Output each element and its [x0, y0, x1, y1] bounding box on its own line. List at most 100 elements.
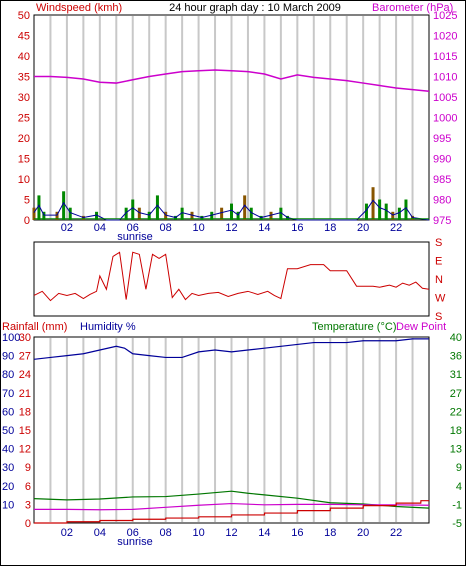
rain-x-tick-label: 06 [127, 527, 139, 539]
rain-axis-label: Rainfall (mm) [2, 321, 67, 333]
wind-bar [220, 207, 224, 220]
humidity-tick-label: 60 [2, 406, 14, 418]
wind-bar [243, 195, 247, 220]
rain-tick-label: 21 [19, 388, 31, 400]
wind-axis-label: Windspeed (kmh) [36, 2, 122, 14]
wind-bar [55, 211, 59, 220]
rain-tick-label: 18 [19, 406, 31, 418]
rain-lines [33, 338, 430, 524]
rain-x-tick-label: 14 [258, 527, 270, 539]
wind-x-tick-label: 22 [390, 222, 402, 234]
wind-x-tick-label: 14 [258, 222, 270, 234]
sunrise-label-top: sunrise [117, 231, 152, 243]
baro-tick-label: 1020 [433, 31, 457, 43]
wind-bar [249, 207, 253, 220]
direction-tick-label: E [435, 256, 442, 268]
dew-point-line [34, 502, 430, 511]
wind-tick-label: 0 [24, 215, 30, 227]
humidity-tick-label: 30 [2, 462, 14, 474]
temp-tick-label: 9 [456, 462, 462, 474]
wind-x-tick-label: 12 [225, 222, 237, 234]
wind-y-ticks: 0 5 10 15 20 25 30 35 40 45 50 [18, 10, 30, 227]
baro-tick-label: 990 [433, 154, 451, 166]
wind-bar [42, 211, 46, 220]
wind-bar [384, 203, 388, 220]
temp-axis-label: Temperature (°C) [312, 321, 396, 333]
temp-tick-label: 22 [450, 406, 462, 418]
baro-tick-label: 980 [433, 195, 451, 207]
wind-bar [397, 207, 401, 220]
wind-tick-label: 40 [18, 51, 30, 63]
rain-y-ticks: 0 3 6 9 12 15 18 21 24 27 30 [19, 332, 31, 530]
rain-x-tick-label: 12 [225, 527, 237, 539]
wind-x-tick-label: 16 [291, 222, 303, 234]
wind-tick-label: 45 [18, 31, 30, 43]
baro-tick-label: 975 [433, 215, 451, 227]
wind-bar [391, 211, 395, 220]
rain-x-tick-label: 08 [160, 527, 172, 539]
temp-tick-label: 27 [450, 388, 462, 400]
wind-bar [236, 211, 240, 220]
wind-bar [269, 211, 273, 220]
temp-tick-label: -1 [452, 499, 462, 511]
baro-tick-label: 985 [433, 174, 451, 186]
rain-tick-label: 30 [19, 332, 31, 344]
rain-x-tick-label: 10 [192, 527, 204, 539]
humidity-tick-label: 50 [2, 425, 14, 437]
wind-bar [37, 195, 41, 220]
rain-tick-label: 3 [25, 499, 31, 511]
dew-axis-label: Dew Point [396, 321, 446, 333]
baro-tick-label: 995 [433, 133, 451, 145]
baro-tick-label: 1000 [433, 113, 457, 125]
humidity-tick-label: 20 [2, 481, 14, 493]
rain-x-tick-label: 18 [324, 527, 336, 539]
wind-bar [180, 207, 184, 220]
wind-x-tick-label: 06 [127, 222, 139, 234]
temp-tick-label: 4 [456, 481, 462, 493]
wind-x-tick-label: 18 [324, 222, 336, 234]
direction-tick-label: N [435, 274, 443, 286]
wind-direction-line [33, 251, 430, 302]
rain-tick-label: 15 [19, 425, 31, 437]
rain-tick-label: 27 [19, 351, 31, 363]
direction-tick-label: S [435, 311, 442, 323]
wind-bar [131, 199, 135, 220]
rain-x-tick-label: 22 [390, 527, 402, 539]
wind-bar [124, 207, 128, 220]
wind-x-tick-label: 02 [61, 222, 73, 234]
rain-tick-label: 12 [19, 444, 31, 456]
wind-bar [147, 211, 151, 220]
direction-tick-label: S [435, 237, 442, 249]
temp-tick-label: 13 [450, 444, 462, 456]
baro-y-ticks: 975 980 985 990 995 1000 1005 1010 1015 1020 1025 [433, 10, 457, 227]
baro-tick-label: 1025 [433, 10, 457, 22]
wind-x-tick-label: 08 [160, 222, 172, 234]
wind-bar [95, 211, 99, 220]
wind-bar [164, 211, 168, 220]
humidity-axis-label: Humidity % [80, 321, 136, 333]
wind-bar [190, 211, 194, 220]
wind-tick-label: 50 [18, 10, 30, 22]
wind-tick-label: 25 [18, 113, 30, 125]
rain-gridlines [49, 338, 414, 522]
wind-lines [33, 69, 430, 221]
chart-title: 24 hour graph day : 10 March 2009 [169, 2, 341, 14]
wind-bar [279, 207, 283, 220]
temp-tick-label: 36 [450, 351, 462, 363]
wind-bar [404, 199, 408, 220]
humidity-tick-label: 100 [2, 332, 20, 344]
wind-bar [137, 207, 141, 220]
rain-x-tick-label: 16 [291, 527, 303, 539]
wind-bar [155, 195, 159, 220]
wind-tick-label: 30 [18, 92, 30, 104]
rain-tick-label: 6 [25, 481, 31, 493]
temperature-line [33, 490, 430, 509]
humidity-tick-label: 40 [2, 444, 14, 456]
rain-tick-label: 24 [19, 369, 31, 381]
wind-x-tick-label: 20 [357, 222, 369, 234]
rain-x-ticks: 02 04 06 08 10 12 14 16 18 20 22 [61, 527, 402, 539]
humidity-y-ticks: 10 20 30 40 50 60 70 80 90 100 [2, 332, 20, 511]
wind-tick-label: 35 [18, 72, 30, 84]
rain-x-tick-label: 02 [61, 527, 73, 539]
